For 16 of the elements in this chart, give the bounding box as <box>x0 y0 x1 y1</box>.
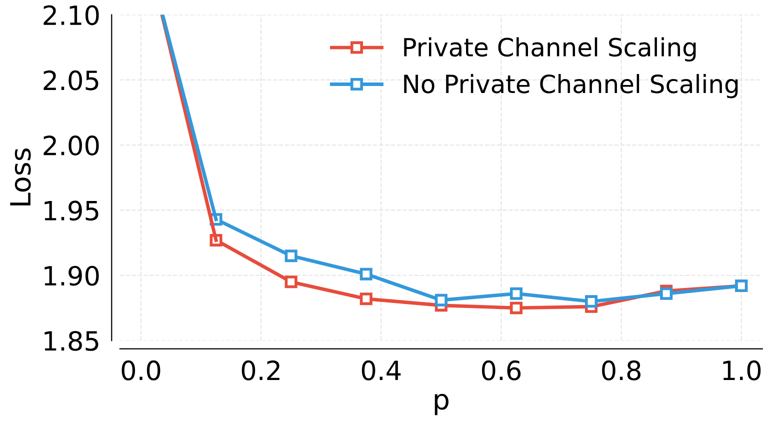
x-tick-label: 0.6 <box>482 360 521 380</box>
y-tick-label: 2.00 <box>44 136 99 156</box>
y-tick-label: 1.90 <box>44 266 99 286</box>
legend-label: Private Channel Scaling <box>404 37 696 62</box>
x-tick-label: 0.4 <box>362 360 401 380</box>
y-tick-label: 2.10 <box>44 5 99 26</box>
legend-label: No Private Channel Scaling <box>404 74 738 98</box>
y-axis-title: Loss <box>10 148 31 206</box>
y-tick-label: 1.95 <box>44 200 98 221</box>
x-tick-label: 0.2 <box>242 360 280 380</box>
y-tick-label: 1.85 <box>44 330 98 351</box>
x-tick-label: 0.0 <box>122 360 160 380</box>
x-tick-label: 1.0 <box>723 360 761 380</box>
y-tick-label: 2.05 <box>44 70 98 90</box>
x-axis-title: p <box>434 394 448 416</box>
x-tick-label: 0.8 <box>602 360 640 380</box>
